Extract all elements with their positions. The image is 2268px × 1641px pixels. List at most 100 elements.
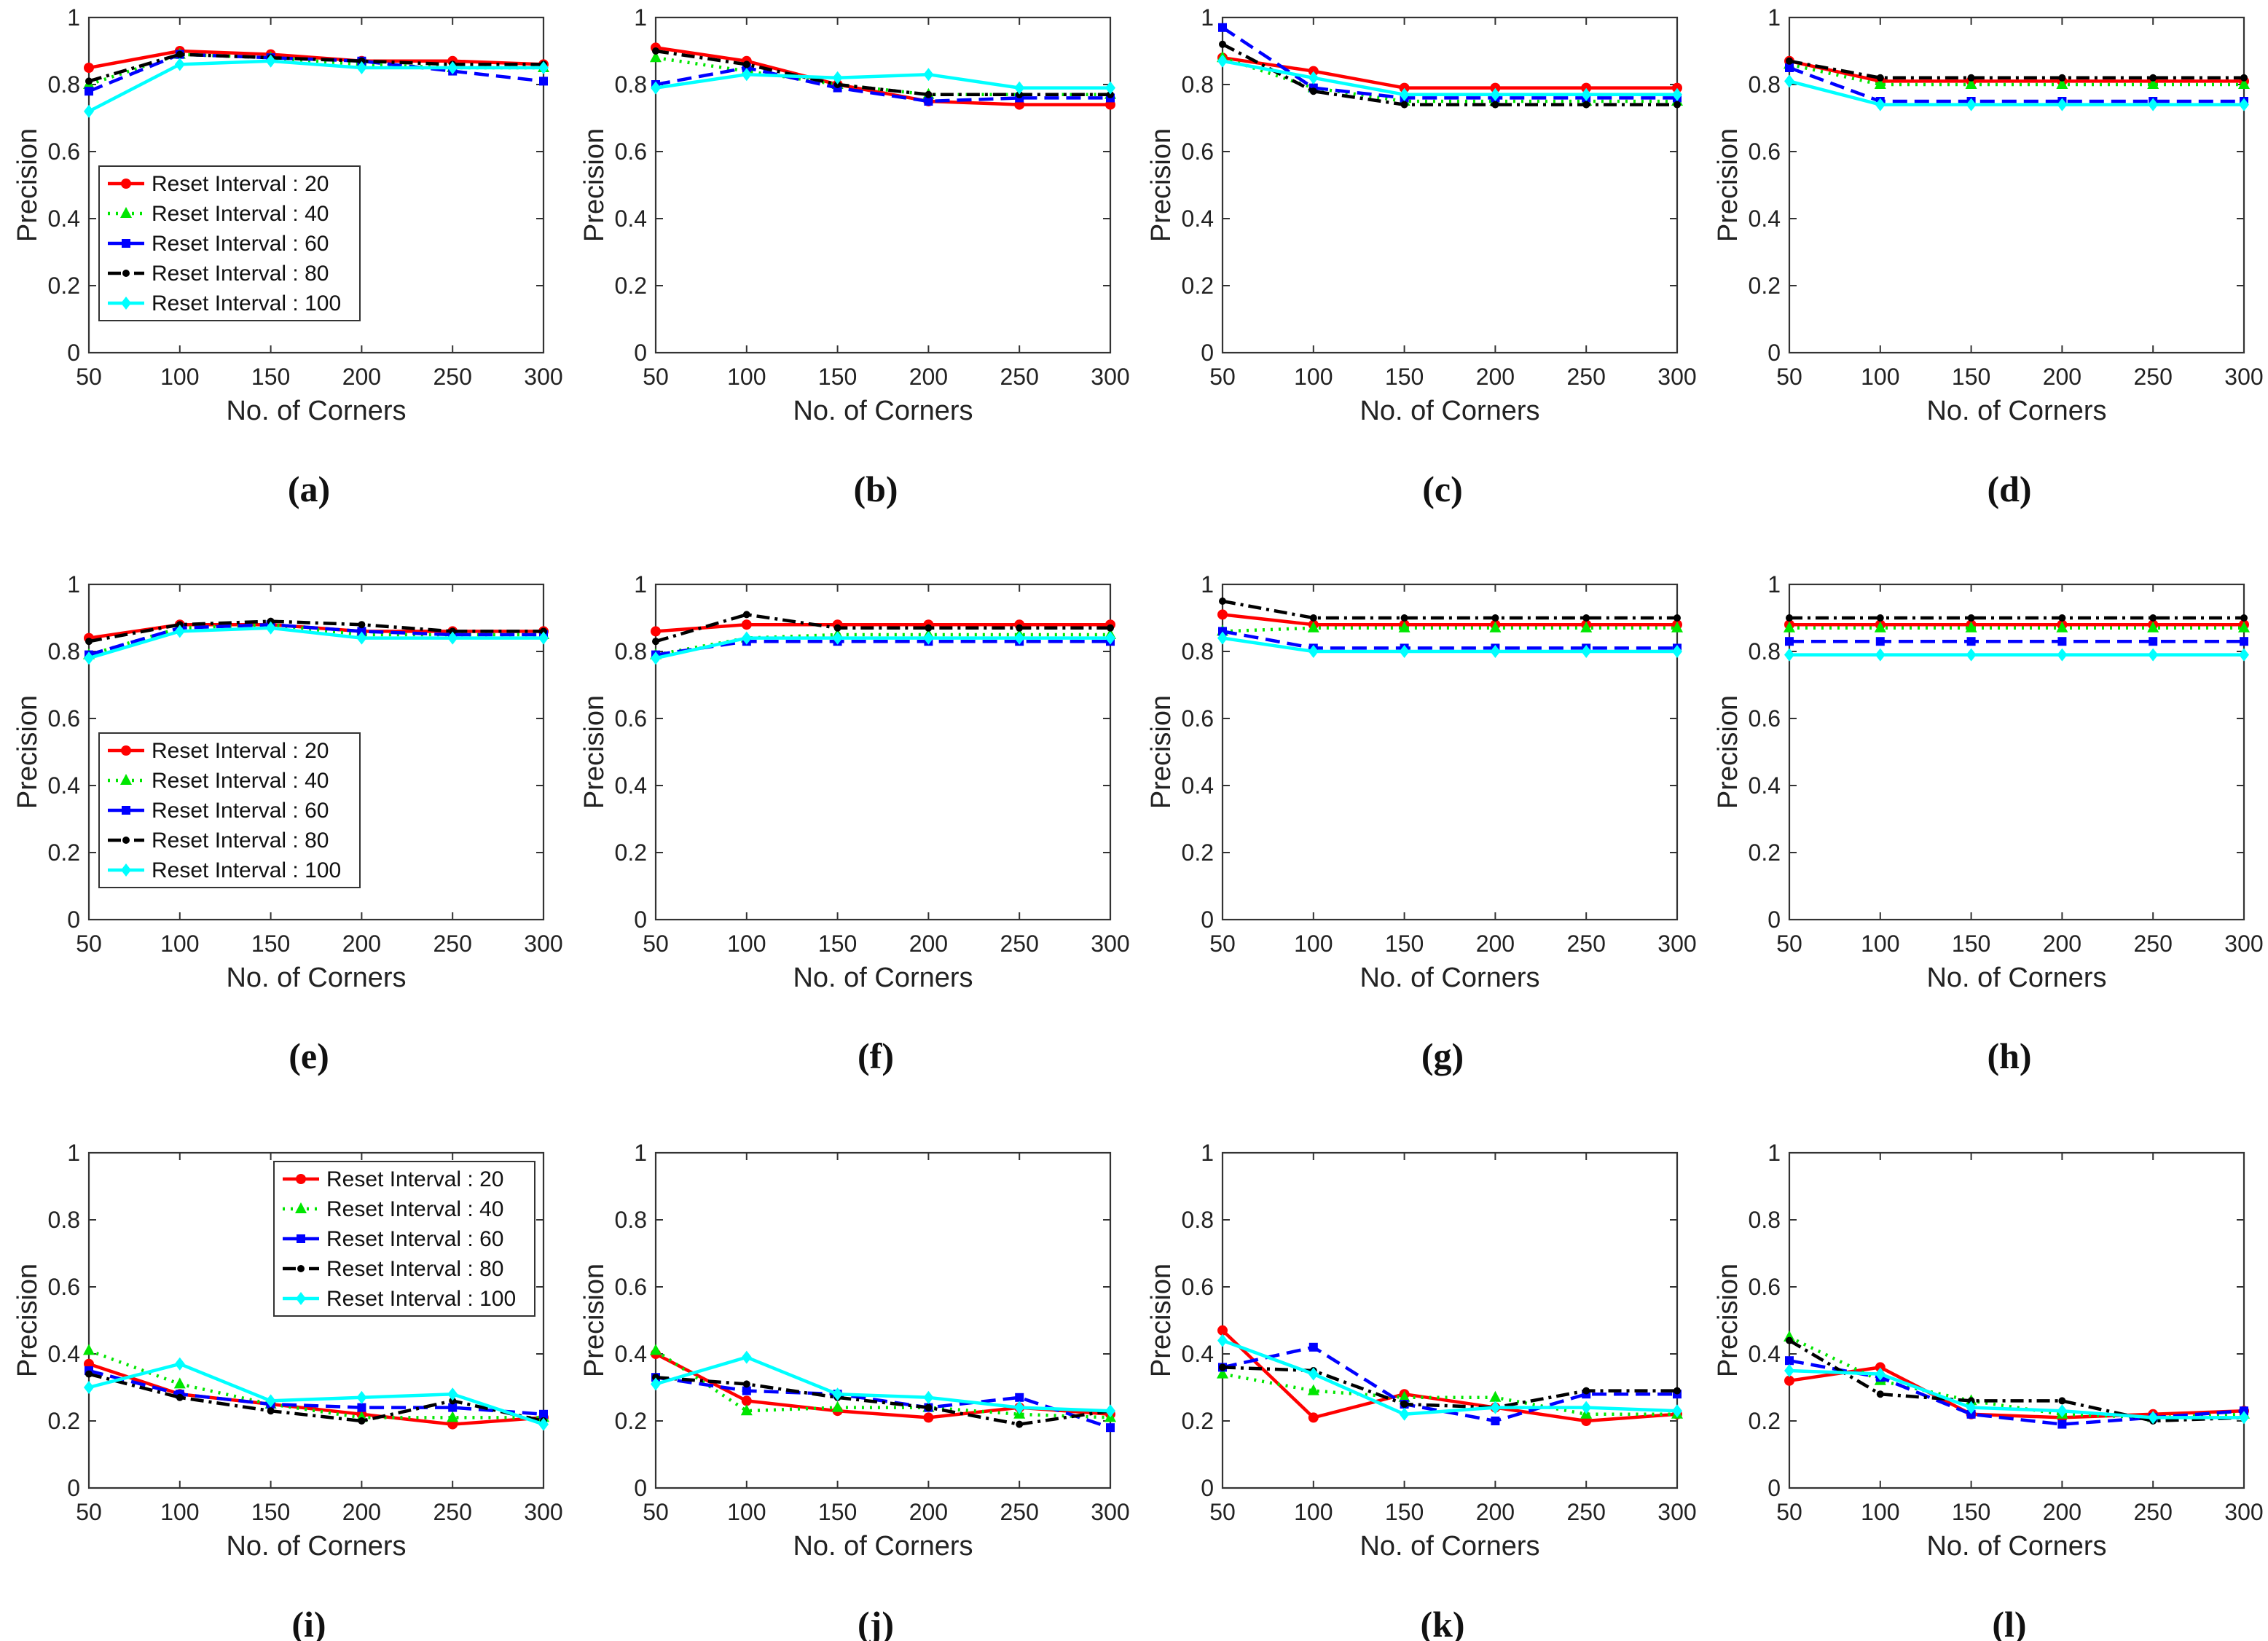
data-point-s40 bbox=[2056, 78, 2068, 89]
data-point-s60 bbox=[2057, 1419, 2067, 1429]
series-line-s80 bbox=[1222, 599, 1677, 620]
data-point-s80 bbox=[1016, 624, 1024, 632]
x-tick-label: 250 bbox=[1000, 1499, 1039, 1525]
data-point-s100 bbox=[1490, 645, 1501, 658]
data-point-s20 bbox=[84, 63, 94, 73]
data-point-s80 bbox=[1309, 614, 1317, 622]
x-tick-label: 100 bbox=[727, 931, 766, 957]
data-point-s100 bbox=[1672, 1404, 1682, 1418]
y-tick-label: 0.2 bbox=[1749, 1408, 1781, 1434]
data-point-s60 bbox=[2240, 1406, 2248, 1416]
data-point-s80 bbox=[742, 611, 750, 619]
data-point-s80 bbox=[267, 617, 275, 625]
data-point-s60 bbox=[742, 1386, 751, 1395]
x-tick-label: 250 bbox=[1567, 364, 1606, 390]
data-point-s20 bbox=[741, 619, 752, 630]
plot-area bbox=[654, 583, 1112, 921]
x-tick-label: 250 bbox=[433, 931, 472, 957]
subplot-caption: (c) bbox=[1422, 469, 1463, 509]
data-point-s80 bbox=[267, 1407, 275, 1415]
series-line-s80 bbox=[655, 49, 1110, 97]
y-axis-label: Precision bbox=[579, 1264, 610, 1377]
data-point-s40 bbox=[173, 1377, 186, 1389]
data-point-s40 bbox=[2238, 78, 2250, 89]
plot-area bbox=[1221, 16, 1679, 354]
legend-marker-s60 bbox=[122, 239, 130, 248]
data-point-s40 bbox=[1580, 621, 1593, 632]
data-point-s80 bbox=[925, 90, 933, 98]
legend-label: Reset Interval : 40 bbox=[152, 769, 329, 793]
y-tick-label: 0.4 bbox=[1749, 1341, 1781, 1367]
legend: Reset Interval : 20 Reset Interval : 40 Re… bbox=[98, 165, 361, 321]
data-point-s80 bbox=[1876, 614, 1884, 622]
data-point-s100 bbox=[265, 1394, 276, 1408]
series-line-s60 bbox=[1222, 630, 1677, 650]
y-tick-label: 0.8 bbox=[1749, 71, 1781, 98]
y-tick-label: 0.6 bbox=[1749, 705, 1781, 732]
data-point-s80 bbox=[85, 77, 93, 85]
data-point-s80 bbox=[176, 1393, 184, 1401]
y-tick-label: 0 bbox=[1201, 906, 1214, 933]
x-tick-label: 200 bbox=[2043, 1499, 2081, 1525]
data-point-s20 bbox=[741, 1395, 752, 1406]
data-point-s80 bbox=[1400, 101, 1408, 109]
data-point-s100 bbox=[2148, 1411, 2159, 1425]
x-tick-label: 300 bbox=[1091, 364, 1129, 390]
y-tick-label: 0.8 bbox=[48, 1207, 80, 1233]
data-point-s20 bbox=[1399, 82, 1410, 93]
data-point-s80 bbox=[652, 47, 659, 55]
series-line-s20 bbox=[655, 46, 1110, 106]
x-tick-label: 100 bbox=[1294, 931, 1333, 957]
data-point-s100 bbox=[84, 104, 94, 118]
legend-marker-s80 bbox=[122, 270, 130, 277]
data-point-s40 bbox=[740, 1404, 753, 1416]
series-line-s60 bbox=[1222, 1345, 1677, 1423]
data-point-s80 bbox=[1876, 74, 1884, 82]
series-line-s100 bbox=[1789, 1368, 2244, 1419]
data-point-s100 bbox=[1308, 645, 1319, 658]
x-axis-label: No. of Corners bbox=[1359, 396, 1539, 426]
data-point-s100 bbox=[1966, 98, 1977, 111]
data-point-s100 bbox=[2057, 98, 2068, 111]
data-point-s20 bbox=[1308, 66, 1319, 77]
subplot-caption: (e) bbox=[289, 1035, 329, 1076]
data-point-s80 bbox=[358, 57, 366, 65]
x-tick-label: 300 bbox=[2224, 931, 2263, 957]
x-tick-label: 300 bbox=[2224, 364, 2263, 390]
y-tick-label: 0 bbox=[634, 1475, 647, 1501]
data-point-s40 bbox=[1217, 1367, 1228, 1379]
data-point-s80 bbox=[2058, 74, 2066, 82]
plot-area bbox=[1788, 1151, 2245, 1489]
data-point-s60 bbox=[357, 627, 366, 636]
data-point-s80 bbox=[540, 627, 547, 635]
series-line-s100 bbox=[88, 626, 544, 660]
data-point-s100 bbox=[1308, 1367, 1319, 1381]
x-tick-label: 200 bbox=[909, 364, 948, 390]
data-point-s100 bbox=[356, 1390, 367, 1404]
y-tick-label: 0 bbox=[634, 906, 647, 933]
data-point-s80 bbox=[1400, 614, 1408, 622]
data-point-s100 bbox=[2239, 1411, 2249, 1425]
data-point-s80 bbox=[1016, 1420, 1024, 1428]
y-tick-label: 0.6 bbox=[615, 138, 647, 165]
data-point-s100 bbox=[1014, 1401, 1025, 1414]
legend-label: Reset Interval : 60 bbox=[326, 1227, 503, 1251]
x-tick-label: 150 bbox=[251, 931, 290, 957]
series-line-s20 bbox=[88, 49, 544, 70]
series-line-s20 bbox=[1221, 1329, 1678, 1423]
y-tick-label: 0.6 bbox=[1182, 138, 1214, 165]
series-line-s100 bbox=[1222, 1339, 1678, 1417]
data-point-s20 bbox=[1217, 1325, 1228, 1336]
data-point-s100 bbox=[741, 68, 752, 82]
y-tick-label: 1 bbox=[1767, 571, 1781, 598]
x-tick-label: 50 bbox=[643, 931, 669, 957]
data-point-s40 bbox=[447, 1411, 459, 1422]
legend-label: Reset Interval : 80 bbox=[326, 1257, 503, 1281]
data-point-s100 bbox=[84, 1381, 94, 1394]
